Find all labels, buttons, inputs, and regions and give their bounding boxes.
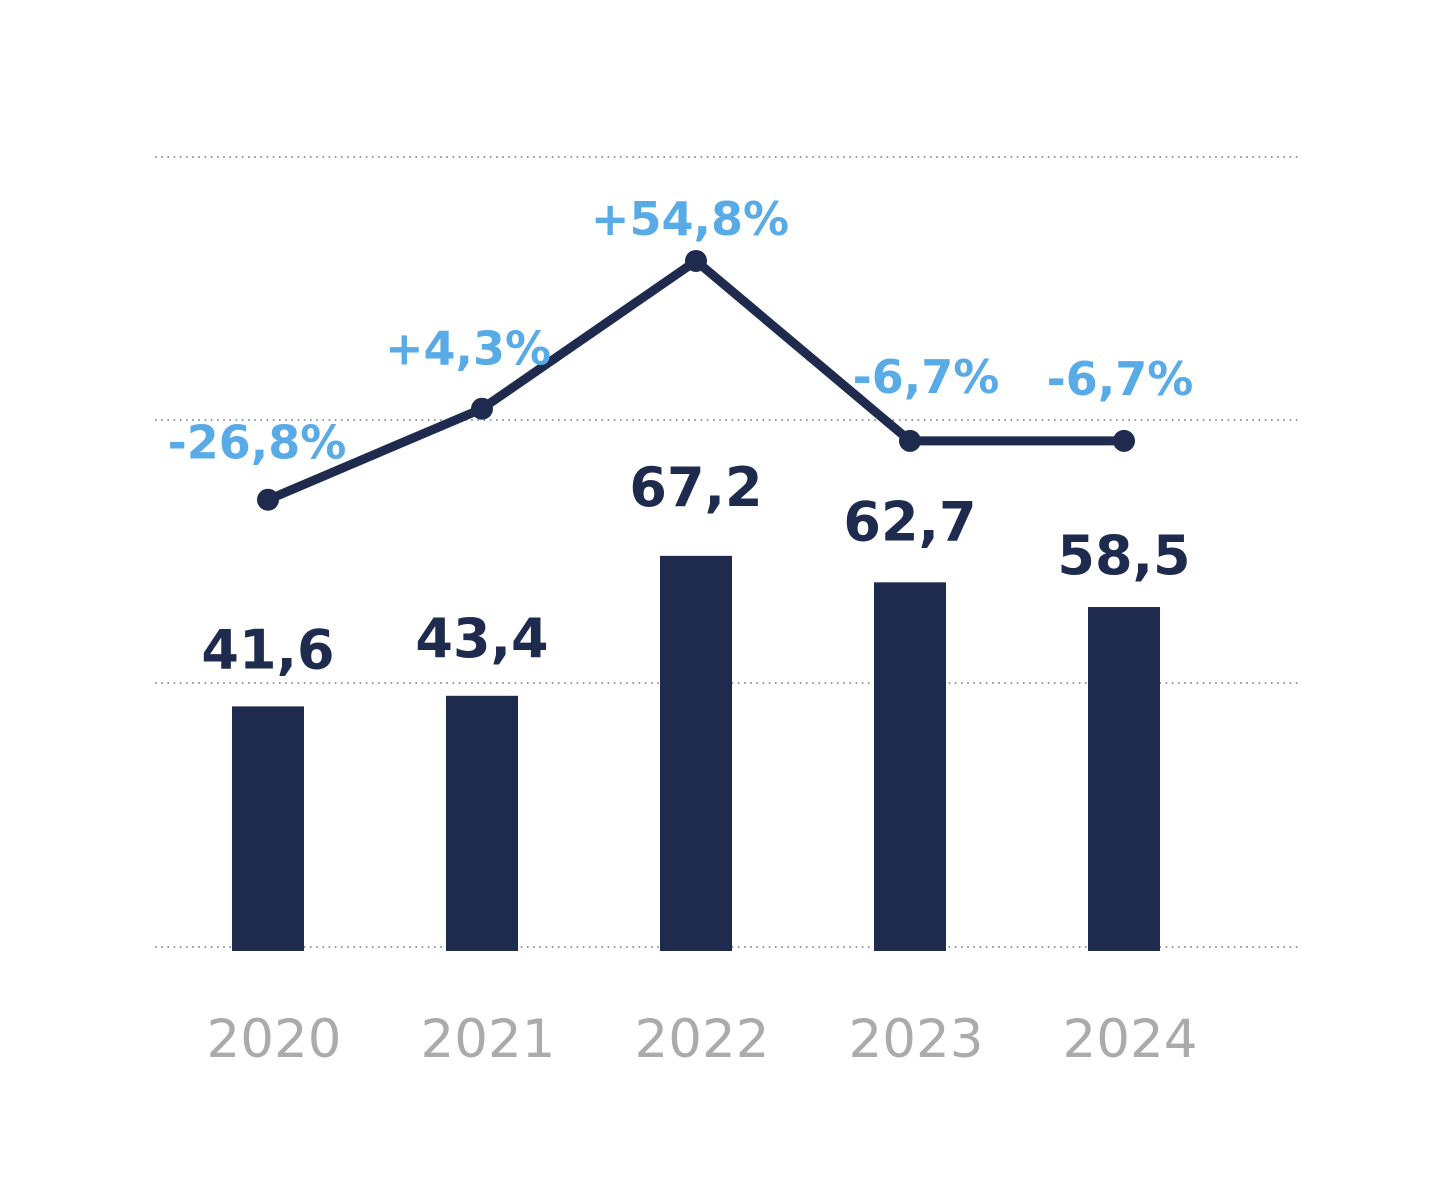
bar-2021 bbox=[446, 695, 518, 951]
bar-2020 bbox=[232, 706, 304, 951]
bar-value-label-2020: 41,6 bbox=[201, 618, 334, 681]
year-label-2021: 2021 bbox=[421, 1009, 556, 1070]
pct-label-2022: +54,8% bbox=[591, 192, 789, 246]
year-label-2024: 2024 bbox=[1063, 1009, 1198, 1070]
bar-2022 bbox=[660, 555, 732, 951]
pct-label-2023: -6,7% bbox=[853, 350, 1000, 404]
line-point-2023 bbox=[899, 429, 921, 452]
year-label-2020: 2020 bbox=[207, 1009, 342, 1070]
pct-label-2021: +4,3% bbox=[385, 322, 551, 376]
year-label-2022: 2022 bbox=[635, 1009, 770, 1070]
bar-2023 bbox=[874, 582, 946, 951]
year-label-2023: 2023 bbox=[849, 1009, 984, 1070]
pct-label-2024: -6,7% bbox=[1047, 352, 1194, 406]
bar-value-label-2021: 43,4 bbox=[415, 607, 548, 670]
line-point-2024 bbox=[1113, 429, 1135, 452]
line-point-2020 bbox=[257, 488, 279, 511]
line-point-2021 bbox=[471, 397, 493, 420]
bar-value-label-2023: 62,7 bbox=[843, 490, 976, 553]
line-point-2022 bbox=[685, 249, 707, 272]
bar-value-label-2022: 67,2 bbox=[629, 456, 762, 519]
bar-2024 bbox=[1088, 607, 1160, 951]
bar-value-label-2024: 58,5 bbox=[1057, 524, 1190, 587]
pct-label-2020: -26,8% bbox=[168, 416, 347, 470]
